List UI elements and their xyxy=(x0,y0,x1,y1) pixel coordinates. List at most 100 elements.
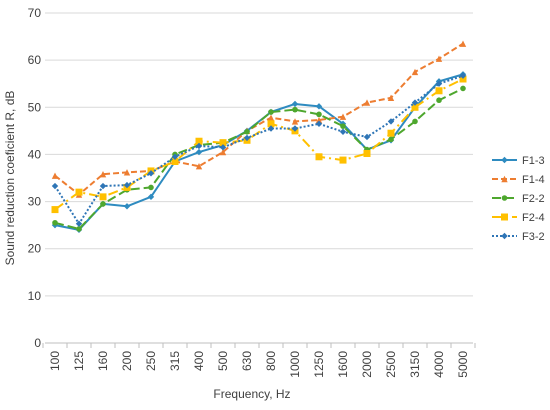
data-point xyxy=(123,203,131,210)
legend: F1-3 F1-4 F2-2 F2-4 F3-2 xyxy=(492,155,545,243)
data-point xyxy=(244,129,250,135)
data-point xyxy=(315,153,323,161)
data-point xyxy=(411,68,419,76)
data-point xyxy=(291,118,299,125)
x-tick-label: 100 xyxy=(48,351,62,371)
data-point xyxy=(268,109,274,115)
data-point xyxy=(292,106,298,113)
data-point xyxy=(387,129,395,137)
gridlines xyxy=(45,12,473,297)
data-point xyxy=(99,182,107,190)
x-tick-label: 160 xyxy=(96,351,110,371)
x-tick-label: 500 xyxy=(216,351,230,371)
data-point xyxy=(51,172,59,179)
x-tick-label: 125 xyxy=(72,351,86,371)
data-point xyxy=(148,184,154,191)
x-tick-label: 4000 xyxy=(432,351,446,378)
data-point xyxy=(99,193,107,201)
legend-label: F1-3 xyxy=(522,155,545,167)
data-point xyxy=(100,201,106,207)
data-point xyxy=(411,99,419,106)
data-point xyxy=(388,136,394,143)
legend-item: F2-2 xyxy=(492,193,545,205)
data-point xyxy=(315,103,323,110)
y-tick-label: 0 xyxy=(34,336,41,350)
data-point xyxy=(460,85,466,92)
data-point xyxy=(123,169,131,176)
series-line xyxy=(54,87,464,230)
x-tick-label: 2000 xyxy=(360,351,374,378)
data-point xyxy=(147,193,155,201)
data-point xyxy=(291,100,299,108)
y-tick-label: 70 xyxy=(28,6,42,20)
data-point xyxy=(501,175,508,183)
data-point xyxy=(195,142,203,150)
data-point xyxy=(363,133,371,141)
y-tick-label: 50 xyxy=(28,100,42,114)
data-point xyxy=(52,219,58,226)
data-point xyxy=(99,171,107,178)
data-point xyxy=(219,148,227,156)
data-point xyxy=(195,148,203,156)
x-tick-label: 1600 xyxy=(336,351,350,378)
data-point xyxy=(435,87,443,95)
data-point xyxy=(435,55,443,62)
data-point xyxy=(363,149,371,157)
data-point xyxy=(339,128,347,135)
y-axis-label: Sound reduction coeficient R, dB xyxy=(3,91,17,266)
series-line xyxy=(54,42,464,196)
data-point xyxy=(267,114,275,121)
x-tick-label: 3150 xyxy=(408,351,422,378)
series-line xyxy=(54,74,464,225)
x-tick-label: 2500 xyxy=(384,351,398,378)
legend-item: F2-4 xyxy=(492,212,545,224)
data-point xyxy=(459,72,467,79)
x-tick-label: 1250 xyxy=(312,351,326,378)
y-tick-label: 60 xyxy=(28,53,42,67)
data-point xyxy=(363,99,371,106)
data-point xyxy=(219,144,227,151)
legend-label: F2-2 xyxy=(522,193,545,205)
data-point xyxy=(75,220,83,227)
series-f2-4 xyxy=(51,75,467,214)
data-point xyxy=(171,153,179,160)
axes: 0 10 20 30 40 50 60 70 100 125 160 200 250 315 400 500 6… xyxy=(28,6,476,378)
legend-label: F1-4 xyxy=(522,174,545,186)
data-point xyxy=(315,116,323,124)
x-tick-label: 315 xyxy=(168,351,182,371)
data-point xyxy=(171,158,179,165)
data-point xyxy=(459,75,467,83)
x-tick-label: 200 xyxy=(120,351,134,371)
data-point xyxy=(267,120,275,128)
data-point xyxy=(51,182,59,190)
data-point xyxy=(51,206,59,214)
data-point xyxy=(123,181,131,189)
legend-item: F3-2 xyxy=(492,231,545,243)
data-point xyxy=(219,139,227,147)
data-point xyxy=(339,156,347,164)
data-point xyxy=(291,125,299,132)
y-tick-label: 40 xyxy=(28,147,42,161)
legend-item: F1-3 xyxy=(492,155,545,167)
data-point xyxy=(501,156,508,164)
data-point xyxy=(501,232,508,240)
y-tick-label: 30 xyxy=(28,195,42,209)
x-tick-label: 5000 xyxy=(456,351,470,378)
data-point xyxy=(147,170,155,177)
x-tick-label: 1000 xyxy=(288,351,302,378)
data-point xyxy=(195,163,203,170)
data-point xyxy=(316,111,322,118)
y-tick-label: 20 xyxy=(28,242,42,256)
x-tick-label: 800 xyxy=(264,351,278,371)
data-point xyxy=(76,226,82,232)
data-point xyxy=(243,134,251,142)
data-point xyxy=(387,94,395,102)
x-tick-label: 630 xyxy=(240,351,254,371)
data-point xyxy=(339,113,347,120)
data-point xyxy=(436,97,442,104)
legend-item: F1-4 xyxy=(492,174,545,186)
data-point xyxy=(195,137,203,145)
y-tick-label: 10 xyxy=(28,289,42,303)
